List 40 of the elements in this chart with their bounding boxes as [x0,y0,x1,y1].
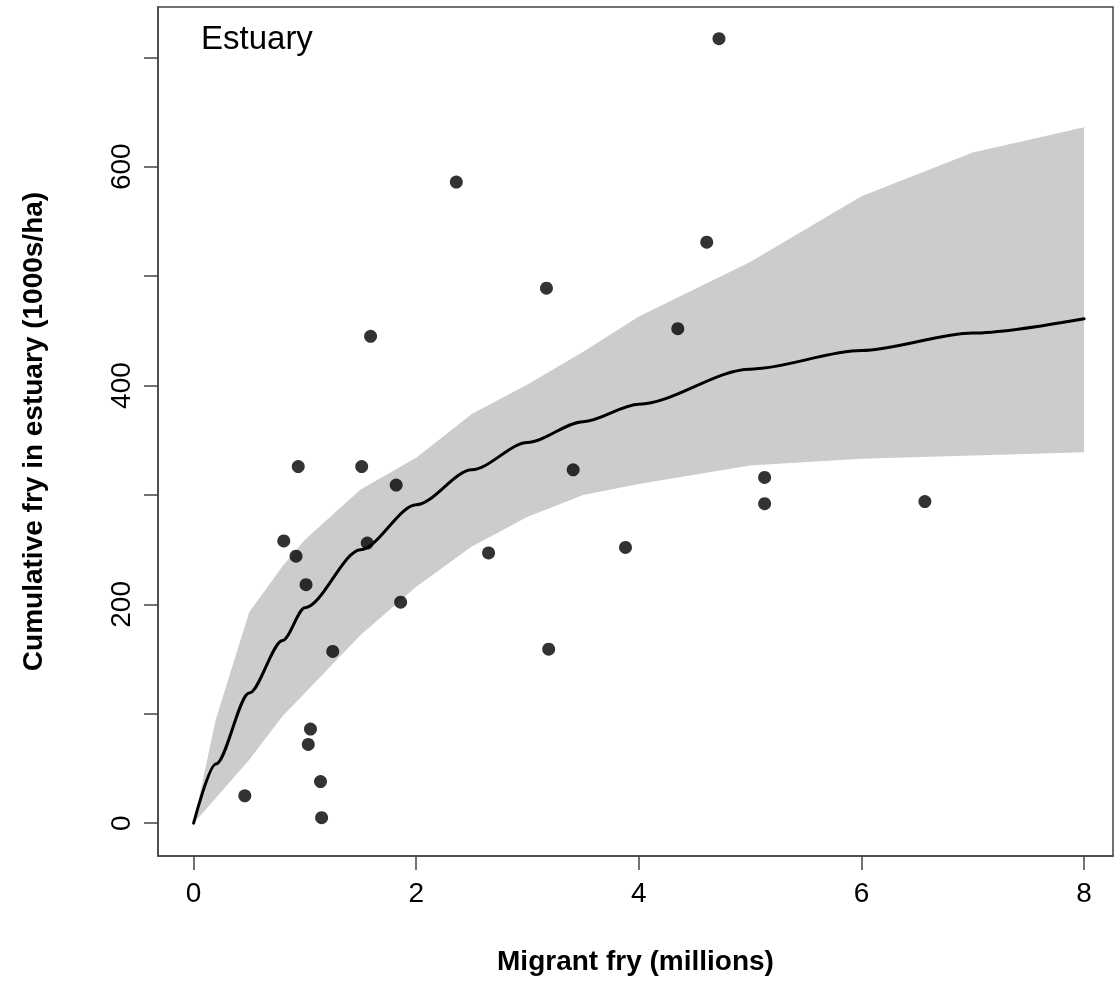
y-tick-label: 600 [104,143,136,191]
point [301,737,315,751]
point [566,463,580,477]
y-tick-label: 200 [104,581,136,628]
point [389,478,403,492]
point [542,642,556,656]
chart-title: Estuary [201,19,314,56]
point [671,322,685,336]
x-tick-label: 6 [853,876,870,908]
point [299,578,313,592]
point [758,497,772,511]
x-tick-label: 4 [631,876,647,908]
point [364,329,378,343]
point [918,495,932,509]
point [619,540,632,554]
point [304,722,317,736]
point [449,175,463,189]
point [314,775,328,789]
point [700,235,714,249]
point [289,549,303,563]
point [394,595,408,609]
y-tick-label: 400 [104,362,136,409]
point [315,811,329,825]
point [326,644,340,658]
point [712,32,726,46]
x-tick-label: 8 [1076,876,1092,908]
point [238,789,252,803]
point [277,534,291,548]
point [539,281,553,295]
x-axis-title: Migrant fry (millions) [497,944,774,976]
line-series [192,317,1086,825]
y-axis-title: Cumulative fry in estuary (1000s/ha) [16,191,48,672]
point [360,536,374,550]
point [355,460,369,474]
point [291,460,305,474]
y-tick-label: 0 [104,815,136,831]
point [482,546,496,560]
x-tick-label: 0 [185,876,202,908]
point [758,470,772,484]
x-tick-label: 2 [408,876,425,908]
